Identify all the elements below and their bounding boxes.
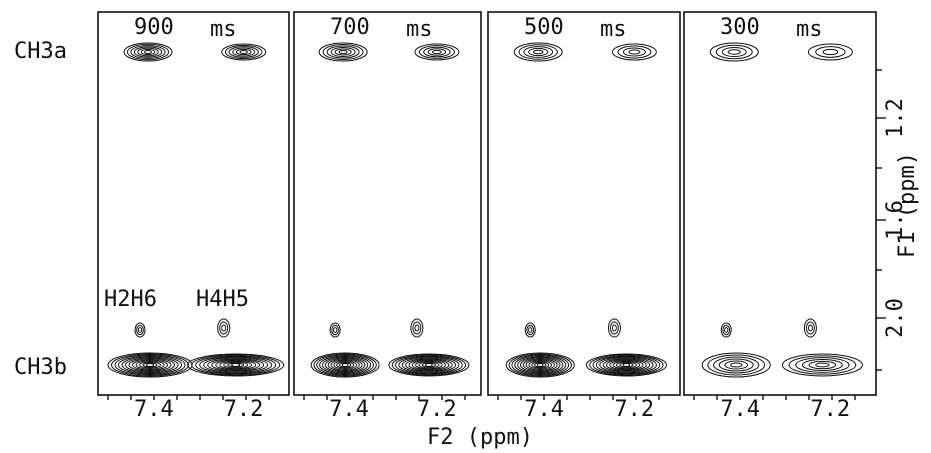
contour [725, 361, 748, 369]
x-tick-label: 7.4 [720, 397, 760, 422]
contour [225, 45, 262, 58]
contour [529, 328, 532, 333]
figure: CH3a CH3b H2H6 H4H5 F2 (ppm) F1 (ppm) 1.… [0, 0, 931, 453]
contour [823, 49, 838, 54]
panel-frame [98, 12, 289, 395]
contour [415, 325, 419, 331]
y-tick-label: 1.6 [883, 200, 908, 240]
panel-time: 500 [524, 15, 564, 40]
x-tick-label: 7.2 [224, 397, 264, 422]
contour [816, 363, 829, 367]
contour [612, 325, 616, 331]
contour [138, 328, 141, 333]
contour [722, 48, 746, 57]
contour [537, 364, 543, 367]
row-label: CH3b [14, 355, 67, 380]
contour [342, 364, 348, 367]
contour [222, 325, 226, 331]
panel-frame [684, 12, 876, 395]
contour [529, 48, 548, 55]
x-tick-label: 7.2 [614, 397, 654, 422]
contour [816, 47, 845, 58]
contour [533, 50, 543, 54]
x-tick-label: 7.2 [417, 397, 457, 422]
contour [428, 49, 446, 55]
row-label: CH3a [14, 39, 67, 64]
contour [623, 48, 645, 56]
contour [623, 364, 630, 367]
contour [220, 322, 228, 334]
contour [725, 328, 728, 333]
panel-time: 900 [134, 15, 174, 40]
contour [339, 51, 347, 54]
x-tick-label: 7.4 [524, 397, 564, 422]
contour [728, 50, 740, 55]
panel-unit: ms [210, 17, 237, 42]
contour [808, 325, 812, 331]
contour [131, 46, 165, 59]
contour [426, 364, 433, 367]
contour [323, 45, 363, 60]
panel-unit: ms [600, 17, 627, 42]
panel-time: 700 [330, 15, 370, 40]
panel-unit: ms [796, 17, 823, 42]
y-tick-label: 1.2 [883, 98, 908, 138]
contour [809, 361, 836, 368]
y-tick-label: 2.0 [883, 298, 908, 338]
contour [147, 364, 154, 367]
peak-label: H4H5 [196, 287, 249, 312]
x-axis-label: F2 (ppm) [427, 425, 533, 450]
contour [610, 322, 618, 334]
contour [789, 356, 856, 374]
contour [708, 355, 765, 375]
contour [332, 325, 339, 334]
contour [731, 363, 742, 367]
panel-unit: ms [406, 17, 433, 42]
peak-label: H2H6 [104, 287, 157, 312]
contour [137, 325, 144, 334]
contour [333, 328, 336, 333]
contour [527, 325, 534, 334]
contour [335, 49, 351, 55]
contour [514, 43, 562, 61]
contour [232, 364, 240, 367]
contour [629, 50, 640, 54]
x-tick-label: 7.4 [134, 397, 174, 422]
panel-frame [294, 12, 481, 395]
panel-frame [488, 12, 680, 395]
x-tick-label: 7.4 [329, 397, 369, 422]
contour [415, 44, 459, 60]
contour [433, 50, 442, 53]
contour [240, 51, 247, 54]
contour [413, 322, 421, 334]
panel-time: 300 [720, 15, 760, 40]
contour [723, 325, 730, 334]
x-tick-label: 7.2 [810, 397, 850, 422]
contour [145, 51, 152, 54]
contour [806, 322, 814, 334]
